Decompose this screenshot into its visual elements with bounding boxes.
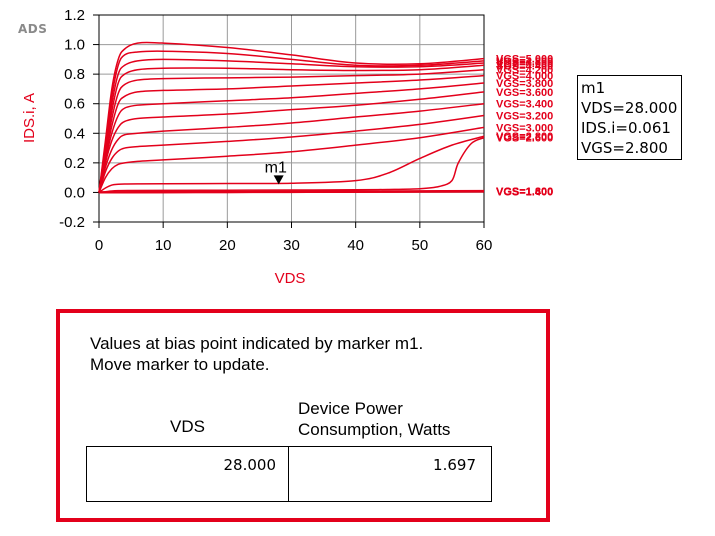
iv-curve <box>98 41 485 193</box>
marker-readout-vds: VDS=28.000 <box>581 99 678 117</box>
bias-point-panel: Values at bias point indicated by marker… <box>56 309 550 522</box>
curve-label: VGS=4.800 <box>496 56 553 68</box>
curve-label: VGS=4.400 <box>496 60 553 72</box>
iv-curve <box>98 64 485 193</box>
curve-label: VGS=3.600 <box>496 87 553 99</box>
panel-message-line1: Values at bias point indicated by marker… <box>90 334 424 353</box>
ads-logo: ADS <box>18 22 48 36</box>
y-tick-label: 0.4 <box>64 125 85 142</box>
curve-label: VGS=5.000 <box>496 54 553 66</box>
power-header-line2: Consumption, Watts <box>298 420 451 439</box>
iv-curve <box>98 135 485 194</box>
curve-label: VGS=3.800 <box>496 78 553 90</box>
x-tick-label: 60 <box>476 237 493 254</box>
y-tick-label: 0.6 <box>64 96 85 113</box>
iv-curve <box>98 102 485 193</box>
iv-curve <box>98 126 485 193</box>
power-value-cell: 1.697 <box>433 456 476 474</box>
curve-label: VGS=4.200 <box>496 65 553 77</box>
y-tick-label: 0.8 <box>64 66 85 83</box>
x-tick-label: 40 <box>347 237 364 254</box>
iv-curve <box>98 114 485 193</box>
iv-curve <box>98 74 485 193</box>
curve-labels: VGS=5.000VGS=4.800VGS=4.600VGS=4.400VGS=… <box>496 54 553 199</box>
power-header-line1: Device Power <box>298 399 403 418</box>
iv-curve <box>98 58 485 193</box>
iv-curve-chart: 0 10 20 30 40 50 60 -0.2 0.0 0.2 0.4 0.6 0.8 1.0 1.2 V… <box>21 7 553 287</box>
vds-value-cell: 28.000 <box>223 456 277 474</box>
curve-label: VGS=2.600 <box>496 133 553 145</box>
curve-label: VGS=1.800 <box>496 186 553 198</box>
curve-label: VGS=3.000 <box>496 122 553 134</box>
power-column-header: Device Power Consumption, Watts <box>298 398 450 440</box>
iv-curve <box>98 91 485 193</box>
iv-curve <box>98 50 485 193</box>
y-axis-label: IDS.i, A <box>21 93 38 143</box>
marker-readout-vgs: VGS=2.800 <box>581 139 668 157</box>
bias-values-table: 28.000 1.697 <box>86 446 492 502</box>
marker-triangle <box>273 175 284 185</box>
vds-column-header: VDS <box>170 417 205 436</box>
iv-curve <box>98 189 485 194</box>
marker-readout-box: m1 VDS=28.000 IDS.i=0.061 VGS=2.800 <box>577 75 683 160</box>
x-tick-label: 30 <box>283 237 300 254</box>
iv-curve <box>98 137 485 194</box>
panel-message-line2: Move marker to update. <box>90 355 270 374</box>
x-tick-label: 0 <box>95 237 103 254</box>
marker-group: m1 <box>265 159 287 185</box>
y-tick-label: 1.0 <box>64 37 85 54</box>
marker-readout-ids: IDS.i=0.061 <box>581 119 671 137</box>
y-tick-label: -0.2 <box>59 214 85 231</box>
y-tick-label: 0.0 <box>64 184 85 201</box>
curve-label: VGS=4.600 <box>496 58 553 70</box>
axis-ticks: 0 10 20 30 40 50 60 -0.2 0.0 0.2 0.4 0.6 0.8 1.0 1.2 <box>59 7 492 254</box>
iv-curve <box>98 68 485 193</box>
y-tick-label: 0.2 <box>64 155 85 172</box>
curve-label: VGS=3.200 <box>496 111 553 123</box>
iv-curve <box>98 82 485 193</box>
curve-label: VGS=3.400 <box>496 99 553 111</box>
marker-label: m1 <box>265 159 287 176</box>
x-tick-label: 50 <box>411 237 428 254</box>
panel-message: Values at bias point indicated by marker… <box>90 333 423 375</box>
curve-label: VGS=1.600 <box>496 186 553 198</box>
y-tick-label: 1.2 <box>64 7 85 24</box>
marker-readout-name: m1 <box>581 79 606 97</box>
x-axis-label: VDS <box>275 270 306 287</box>
curve-label: VGS=2.800 <box>496 131 553 143</box>
curve-group <box>98 41 485 194</box>
curve-label: VGS=1.400 <box>496 187 553 199</box>
table-column-divider <box>288 447 289 501</box>
curve-label: VGS=4.000 <box>496 71 553 83</box>
x-tick-label: 20 <box>219 237 236 254</box>
x-tick-label: 10 <box>155 237 172 254</box>
